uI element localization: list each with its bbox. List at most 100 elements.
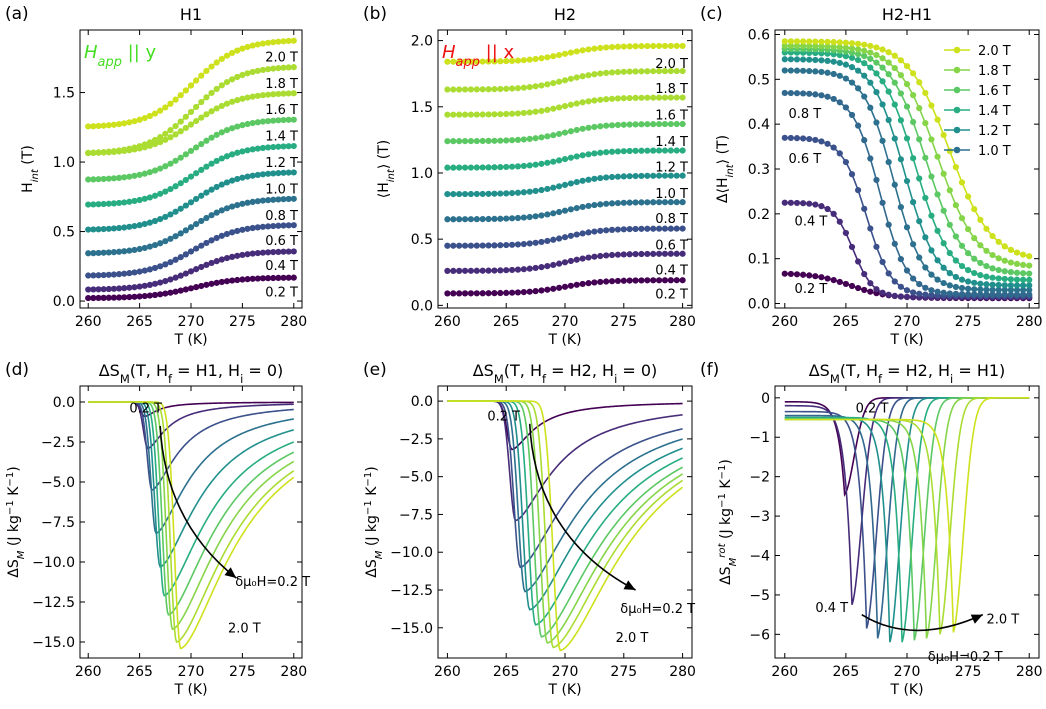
data-point <box>90 286 97 293</box>
y-tick-label: −10.0 <box>32 555 75 571</box>
data-point <box>632 43 639 50</box>
data-point <box>573 281 580 288</box>
data-point <box>591 71 598 78</box>
data-point <box>544 133 551 140</box>
data-point <box>100 249 107 256</box>
data-point <box>239 71 246 79</box>
data-point <box>842 158 849 166</box>
y-axis-label-part: K <box>364 486 380 500</box>
data-point <box>626 199 633 206</box>
data-point <box>141 170 148 177</box>
data-point <box>632 225 639 233</box>
data-point <box>203 281 210 288</box>
y-tick-label: 0.1 <box>748 252 770 268</box>
series-label: 1.4 T <box>265 130 298 145</box>
data-point <box>897 204 904 211</box>
annotation: 0.4 T <box>795 215 828 230</box>
data-point <box>538 186 545 194</box>
data-point <box>934 116 941 123</box>
data-point <box>632 94 639 102</box>
data-point <box>1013 269 1021 276</box>
y-tick-label: 1.5 <box>411 100 433 116</box>
data-point <box>532 83 539 90</box>
data-point <box>903 177 911 185</box>
data-point <box>787 67 794 74</box>
data-point <box>264 223 272 230</box>
data-point <box>208 134 215 141</box>
data-point <box>167 127 174 134</box>
arrow-line <box>159 425 237 579</box>
data-point <box>591 97 598 104</box>
data-point <box>679 172 686 179</box>
y-axis-label: Δ⟨Hint⟩ (T) <box>715 135 736 203</box>
data-point <box>456 190 463 198</box>
data-point <box>614 68 622 76</box>
data-point <box>983 286 990 293</box>
data-point <box>620 148 627 155</box>
data-point <box>497 289 504 297</box>
data-point <box>787 38 794 45</box>
data-point <box>928 136 935 143</box>
data-point <box>550 53 557 60</box>
data-point <box>585 72 592 79</box>
data-point <box>254 275 261 282</box>
data-point <box>661 250 669 257</box>
data-point <box>632 147 639 154</box>
data-point <box>903 293 911 300</box>
data-point <box>958 215 966 222</box>
data-point <box>597 123 604 130</box>
data-point <box>456 216 463 223</box>
panel-title-part: = H1) <box>953 361 1005 380</box>
data-point <box>928 287 935 294</box>
data-point <box>249 250 256 257</box>
data-point <box>873 51 880 59</box>
data-point <box>679 42 686 50</box>
y-axis-label-part: ⟩ (T) <box>376 140 392 169</box>
data-point <box>162 213 169 221</box>
data-point <box>208 89 215 97</box>
data-point <box>608 122 616 129</box>
panel-a: 0.2 T 0.4 T 0.6 T 0.8 T 1.0 T 1.2 T 1.4 T 1.6 T… <box>5 4 307 348</box>
data-point <box>544 159 551 166</box>
data-point <box>514 189 522 196</box>
data-point <box>110 200 118 207</box>
data-point <box>638 250 645 258</box>
data-point <box>940 240 947 247</box>
data-point <box>579 230 586 237</box>
data-point <box>550 210 557 217</box>
data-point <box>1001 243 1008 250</box>
data-point <box>131 144 138 151</box>
data-point <box>916 254 923 261</box>
data-point <box>110 148 118 155</box>
data-point <box>126 284 133 291</box>
data-point <box>556 208 563 216</box>
data-point <box>667 199 674 206</box>
data-point <box>280 64 287 71</box>
data-point <box>885 116 892 124</box>
data-point <box>485 242 492 249</box>
y-tick-label: −7.5 <box>399 507 433 523</box>
data-point <box>193 284 200 291</box>
arrow-line <box>861 613 984 632</box>
data-point <box>1020 251 1027 258</box>
data-point <box>95 149 102 156</box>
data-point <box>146 169 153 176</box>
data-point <box>456 164 463 171</box>
data-point <box>461 164 469 171</box>
y-axis-label: ΔSM (J kg−1 K−1) <box>5 466 27 578</box>
data-point <box>561 234 569 241</box>
data-point <box>644 121 651 128</box>
data-point <box>532 135 539 142</box>
data-point <box>946 282 953 289</box>
data-point <box>270 117 277 124</box>
data-point <box>812 91 819 98</box>
data-point <box>136 268 143 275</box>
data-point <box>842 44 849 51</box>
data-point <box>172 256 179 263</box>
data-point <box>126 119 133 126</box>
data-point <box>561 259 569 266</box>
data-point <box>573 204 580 212</box>
data-point <box>131 172 138 179</box>
data-point <box>497 215 504 222</box>
panel-title-part: i <box>950 372 953 386</box>
